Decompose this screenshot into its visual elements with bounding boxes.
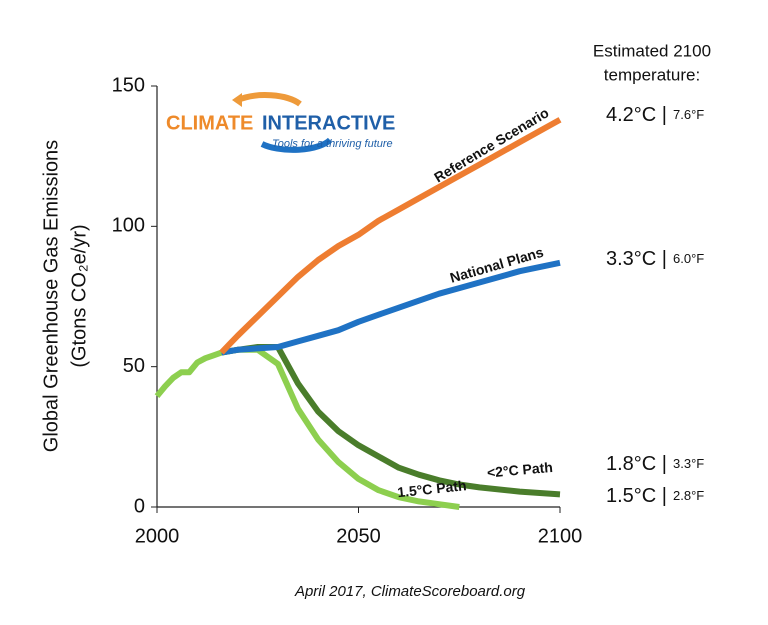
temperature-label: 3.3°C | 6.0°F	[606, 248, 704, 270]
celsius: 1.8°C |	[606, 453, 667, 475]
fahrenheit: 2.8°F	[673, 488, 704, 503]
series-label: Reference Scenario	[431, 104, 551, 185]
logo-arc	[260, 137, 333, 153]
y-axis-label: Global Greenhouse Gas Emissions	[40, 140, 62, 452]
x-tick-label: 2100	[538, 525, 583, 547]
logo-arc	[236, 92, 302, 107]
celsius: 3.3°C |	[606, 248, 667, 270]
y-axis-label: (Gtons CO₂e/yr)	[68, 224, 90, 367]
y-tick-label: 50	[123, 355, 145, 377]
temperature-label: 4.2°C | 7.6°F	[606, 104, 704, 126]
temperature-label: 1.5°C | 2.8°F	[606, 485, 704, 507]
logo-text: CLIMATE	[166, 112, 253, 134]
fahrenheit: 7.6°F	[673, 107, 704, 122]
logo-text: INTERACTIVE	[262, 112, 395, 134]
celsius: 4.2°C |	[606, 104, 667, 126]
series-label: <2°C Path	[486, 459, 553, 481]
y-tick-label: 0	[134, 495, 145, 517]
x-tick-label: 2050	[336, 525, 381, 547]
y-tick-label: 100	[112, 215, 145, 237]
temperature-heading: Estimated 2100	[593, 41, 711, 60]
series-line	[220, 259, 561, 356]
temperature-label: 1.8°C | 3.3°F	[606, 453, 704, 475]
series-label: 1.5°C Path	[397, 477, 468, 500]
logo: CLIMATE INTERACTIVE Tools for a thriving…	[166, 92, 395, 153]
logo-tagline: Tools for a thriving future	[272, 138, 393, 150]
y-tick-label: 150	[112, 74, 145, 96]
fahrenheit: 3.3°F	[673, 456, 704, 471]
fahrenheit: 6.0°F	[673, 251, 704, 266]
logo-arrow	[232, 93, 242, 107]
x-tick-label: 2000	[135, 525, 180, 547]
source: April 2017, ClimateScoreboard.org	[294, 583, 526, 600]
series-line	[219, 117, 562, 355]
celsius: 1.5°C |	[606, 485, 667, 507]
temperature-heading: temperature:	[604, 65, 700, 84]
